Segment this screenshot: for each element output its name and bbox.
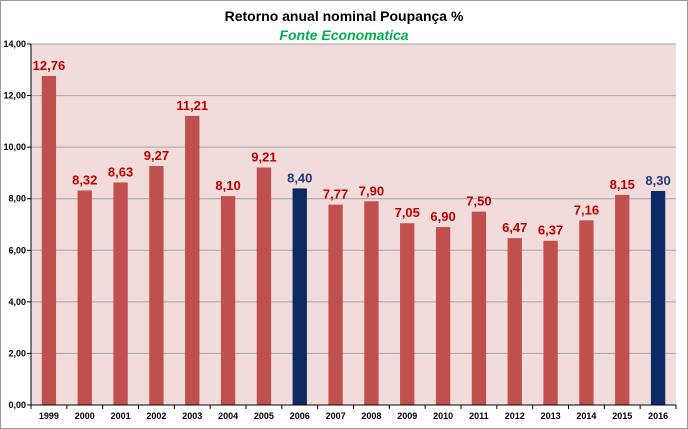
chart-subtitle: Fonte Economatica (279, 27, 409, 43)
x-tick-label: 2000 (75, 411, 95, 421)
y-tick-label: 14,00 (3, 39, 26, 49)
bar-2004 (220, 196, 236, 405)
data-label-1999: 12,76 (33, 58, 66, 73)
data-label-2012: 6,47 (502, 220, 527, 235)
data-label-2004: 8,10 (215, 178, 240, 193)
data-label-2008: 7,90 (359, 183, 384, 198)
data-label-2010: 6,90 (430, 209, 455, 224)
data-label-2001: 8,63 (108, 164, 133, 179)
y-tick-label: 0,00 (8, 400, 26, 410)
x-tick-label: 1999 (39, 411, 59, 421)
x-tick-label: 2004 (218, 411, 238, 421)
data-label-2006: 8,40 (287, 170, 312, 185)
y-tick-label: 4,00 (8, 297, 26, 307)
x-tick-label: 2014 (576, 411, 596, 421)
data-labels: 12,76 8,32 8,63 9,27 11,21 8,10 9,21 8,40 7,77 7,… (33, 58, 671, 238)
bar-2001 (113, 182, 128, 405)
x-tick-label: 2013 (541, 411, 561, 421)
x-tick-label: 2006 (290, 411, 310, 421)
x-tick-label: 2009 (397, 411, 417, 421)
x-axis-ticks: 1999 2000 2001 2002 2003 2004 2005 2006 2007 2008… (30, 405, 677, 421)
bar-2013 (543, 240, 558, 405)
bar-2007 (328, 204, 343, 405)
x-tick-label: 2010 (433, 411, 453, 421)
data-label-2009: 7,05 (395, 205, 420, 220)
x-tick-label: 2002 (146, 411, 166, 421)
bar-2011 (471, 211, 487, 405)
data-label-2013: 6,37 (538, 223, 563, 238)
data-label-2007: 7,77 (323, 187, 348, 202)
data-label-2000: 8,32 (72, 172, 97, 187)
data-label-2016: 8,30 (645, 173, 670, 188)
bar-2000 (77, 190, 92, 405)
bar-2005 (256, 167, 272, 405)
bars (41, 75, 666, 406)
y-tick-label: 6,00 (8, 245, 26, 255)
x-tick-label: 2015 (612, 411, 632, 421)
bar-2012 (507, 238, 522, 405)
x-tick-label: 2001 (111, 411, 131, 421)
bar-2014 (579, 220, 594, 405)
x-tick-label: 2003 (182, 411, 202, 421)
data-label-2014: 7,16 (574, 202, 599, 217)
y-tick-label: 2,00 (8, 348, 26, 358)
bar-2008 (364, 201, 379, 405)
plot-area (31, 44, 676, 405)
data-label-2003: 11,21 (176, 98, 208, 113)
bar-2010 (435, 227, 451, 405)
x-tick-label: 2011 (469, 411, 489, 421)
bar-2009 (400, 223, 415, 405)
y-tick-label: 10,00 (3, 142, 26, 152)
x-tick-label: 2007 (326, 411, 346, 421)
data-label-2015: 8,15 (610, 177, 635, 192)
bar-1999 (41, 75, 57, 405)
y-tick-label: 8,00 (8, 194, 26, 204)
x-tick-label: 2016 (648, 411, 668, 421)
bar-2002 (149, 165, 164, 405)
y-tick-label: 12,00 (3, 91, 26, 101)
x-tick-label: 2005 (254, 411, 274, 421)
gridlines (31, 43, 676, 354)
bar-2015 (615, 194, 630, 405)
bar-2006 (292, 188, 307, 405)
bar-2016 (650, 190, 666, 405)
x-tick-label: 2012 (505, 411, 525, 421)
y-axis-ticks: 0,00 2,00 4,00 6,00 8,00 10,00 12,00 14,00 (3, 39, 31, 410)
data-label-2002: 9,27 (144, 148, 169, 163)
chart-title: Retorno anual nominal Poupança % (224, 8, 464, 24)
data-label-2005: 9,21 (251, 150, 276, 165)
x-tick-label: 2008 (361, 411, 381, 421)
data-label-2011: 7,50 (466, 194, 491, 209)
bar-2003 (185, 115, 200, 406)
